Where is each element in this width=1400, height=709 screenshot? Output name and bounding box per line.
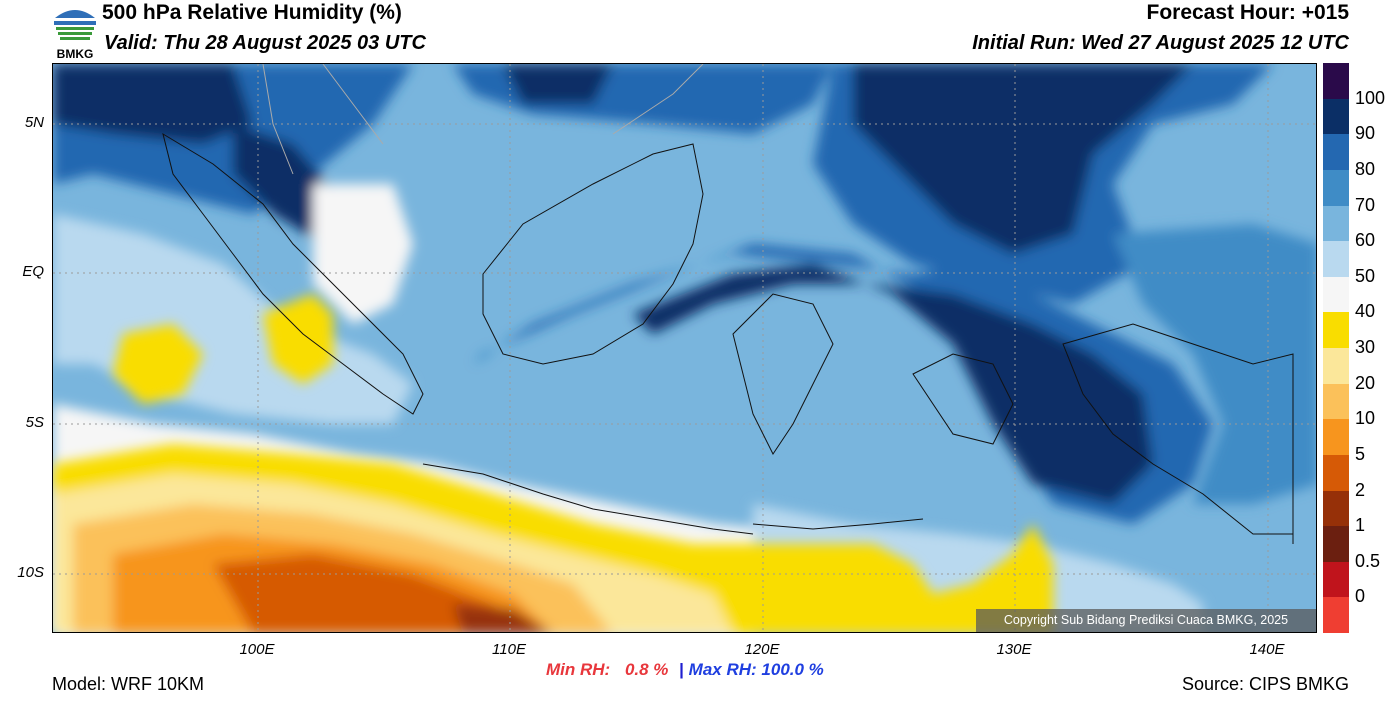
- colorbar-label: 80: [1355, 158, 1376, 179]
- min-max-summary: Min RH: 0.8 % | Max RH: 100.0 %: [546, 660, 824, 680]
- min-rh-value: 0.8 %: [624, 660, 669, 679]
- colorbar-label: 10: [1355, 408, 1376, 429]
- humidity-field: [53, 64, 1316, 632]
- lat-label-10s: 10S: [17, 564, 44, 581]
- colorbar-swatch: [1323, 348, 1349, 384]
- max-rh-value: 100.0 %: [761, 660, 824, 679]
- colorbar-label: 0.5: [1355, 550, 1381, 571]
- valid-time: Valid: Thu 28 August 2025 03 UTC: [104, 32, 426, 54]
- colorbar-swatch: [1323, 169, 1349, 206]
- max-rh-label: Max RH:: [688, 660, 757, 679]
- colorbar-label: 90: [1355, 123, 1376, 144]
- colorbar-swatch: [1323, 63, 1349, 99]
- colorbar-label: 50: [1355, 265, 1376, 286]
- lon-label-130e: 130E: [996, 641, 1032, 658]
- colorbar-label: 1: [1355, 515, 1366, 536]
- forecast-hour: Forecast Hour: +015: [1146, 1, 1350, 24]
- min-max-separator: |: [679, 660, 684, 679]
- coastlines: [162, 132, 1294, 544]
- colorbar-label: 40: [1355, 301, 1376, 322]
- colorbar-label: 20: [1355, 372, 1376, 393]
- copyright-note: Copyright Sub Bidang Prediksi Cuaca BMKG…: [976, 609, 1316, 632]
- lon-label-140e: 140E: [1249, 641, 1285, 658]
- lon-label-100e: 100E: [239, 641, 275, 658]
- initial-run: Initial Run: Wed 27 August 2025 12 UTC: [972, 32, 1349, 54]
- lat-label-eq: EQ: [22, 263, 44, 280]
- map-title: 500 hPa Relative Humidity (%): [102, 1, 402, 24]
- colorbar-swatch: [1323, 561, 1349, 598]
- colorbar-label: 0: [1355, 586, 1366, 607]
- borders: [262, 64, 704, 175]
- colorbar-label: 60: [1355, 230, 1376, 251]
- colorbar-swatch: [1323, 241, 1349, 277]
- colorbar-swatch: [1323, 454, 1349, 491]
- lat-label-5n: 5N: [24, 114, 44, 131]
- colorbar-swatch: [1323, 312, 1349, 348]
- colorbar-swatch: [1323, 490, 1349, 527]
- bmkg-logo: BMKG: [54, 8, 96, 61]
- colorbar-label: 100: [1355, 87, 1386, 108]
- source-label: Source: CIPS BMKG: [1181, 674, 1349, 694]
- colorbar-swatch: [1323, 98, 1349, 135]
- graticule: [53, 64, 1316, 632]
- colorbar-swatch: [1323, 134, 1349, 170]
- lon-label-110e: 110E: [492, 641, 526, 658]
- colorbar-swatch: [1323, 205, 1349, 242]
- colorbar-swatch: [1323, 419, 1349, 455]
- lon-label-120e: 120E: [744, 641, 780, 658]
- colorbar-label: 70: [1355, 194, 1376, 215]
- logo-text: BMKG: [57, 47, 94, 61]
- colorbar-swatch: [1323, 276, 1349, 313]
- colorbar-label: 2: [1355, 479, 1366, 500]
- colorbar-swatch: [1323, 383, 1349, 420]
- colorbar: [1323, 63, 1349, 633]
- min-rh-label: Min RH:: [546, 660, 611, 679]
- colorbar-label: 5: [1355, 443, 1366, 464]
- colorbar-label: 30: [1355, 337, 1376, 357]
- lat-label-5s: 5S: [25, 414, 44, 431]
- colorbar-swatch: [1323, 526, 1349, 562]
- colorbar-swatch: [1323, 597, 1349, 633]
- humidity-map: [52, 63, 1317, 633]
- model-label: Model: WRF 10KM: [52, 674, 205, 694]
